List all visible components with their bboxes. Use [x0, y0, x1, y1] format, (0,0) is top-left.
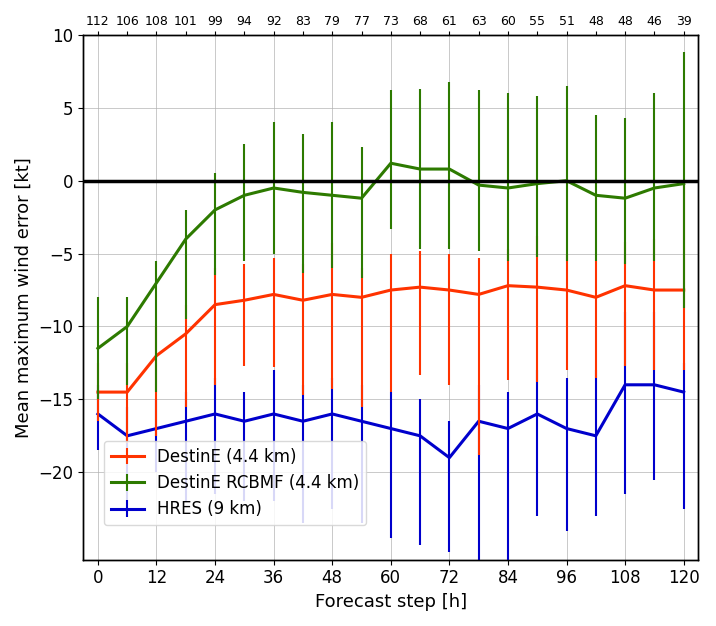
Legend: DestinE (4.4 km), DestinE RCBMF (4.4 km), HRES (9 km): DestinE (4.4 km), DestinE RCBMF (4.4 km)…: [104, 441, 366, 525]
X-axis label: Forecast step [h]: Forecast step [h]: [315, 593, 467, 611]
Y-axis label: Mean maximum wind error [kt]: Mean maximum wind error [kt]: [15, 157, 33, 438]
